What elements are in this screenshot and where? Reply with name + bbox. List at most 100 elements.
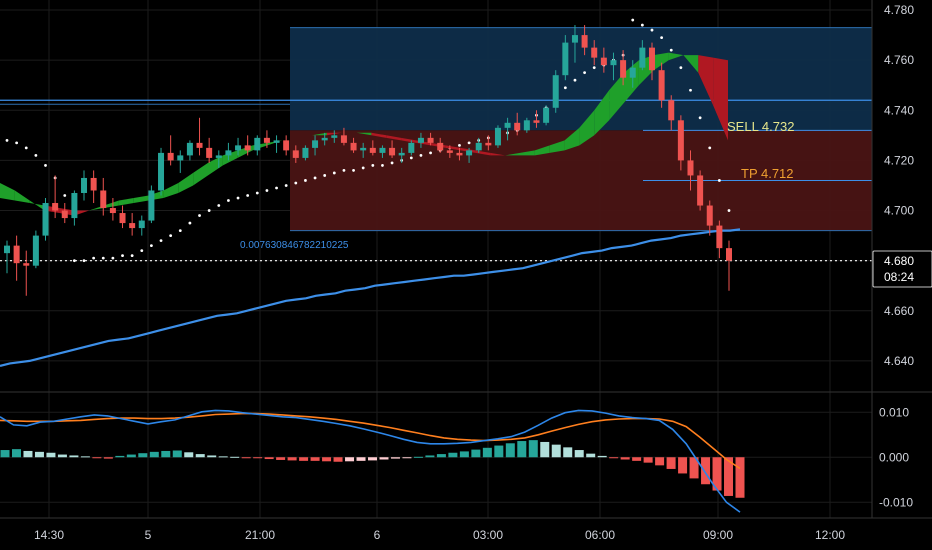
psar-dot <box>727 209 731 212</box>
macd-histogram-bar <box>390 457 400 459</box>
macd-tick-label: -0.010 <box>879 495 913 509</box>
candle-body <box>32 235 39 266</box>
candle-body <box>302 147 309 158</box>
psar-dot <box>679 66 683 70</box>
take-profit-zone <box>290 27 872 131</box>
macd-histogram-bar <box>138 453 148 458</box>
macd-histogram-bar <box>345 457 355 462</box>
macd-histogram-bar <box>218 456 228 458</box>
trade-zones <box>0 27 872 262</box>
psar-dot <box>275 186 278 190</box>
ribbon-segment <box>133 195 149 203</box>
macd-tick-label: 0.000 <box>879 450 909 464</box>
candle-body <box>13 245 20 264</box>
macd-histogram-bar <box>333 457 343 462</box>
psar-dot <box>573 78 577 82</box>
candlestick-series <box>4 25 732 296</box>
candle-body <box>61 210 68 219</box>
macd-histogram-bar <box>413 456 423 458</box>
candle-body <box>81 177 88 193</box>
psar-dot <box>304 179 307 182</box>
ribbon-segment <box>698 55 714 106</box>
macd-histogram-bar <box>92 457 102 459</box>
candle-body <box>196 142 203 148</box>
candle-body <box>52 203 59 211</box>
candle-body <box>658 70 665 101</box>
ribbon-segment <box>520 150 535 156</box>
macd-histogram-bar <box>149 451 159 458</box>
candle-body <box>475 142 482 151</box>
candle-body <box>109 208 116 214</box>
ribbon-segment <box>118 198 134 206</box>
macd-histogram-bar <box>172 450 182 458</box>
ribbon-segment <box>0 183 15 201</box>
psar-dot <box>313 176 317 180</box>
time-tick-label: 12:00 <box>815 528 845 542</box>
candle-body <box>514 122 521 131</box>
psar-dot <box>121 254 124 258</box>
candle-body <box>350 142 357 151</box>
candle-body <box>591 47 598 58</box>
macd-histogram-bar <box>505 443 515 458</box>
candle-body <box>244 145 251 151</box>
time-tick-label: 5 <box>145 528 152 542</box>
macd-panel <box>0 391 932 513</box>
macd-histogram-bar <box>402 457 412 459</box>
candle-body <box>321 137 328 141</box>
psar-dot <box>15 141 19 145</box>
candle-body <box>129 223 136 229</box>
macd-histogram-bar <box>701 457 711 485</box>
psar-dot <box>323 174 327 177</box>
macd-histogram-bar <box>241 457 251 459</box>
psar-dot <box>5 138 9 142</box>
macd-histogram-bar <box>609 457 619 459</box>
psar-dot <box>698 116 702 120</box>
candle-body <box>523 120 530 131</box>
candle-body <box>610 60 617 66</box>
candle-body <box>697 175 704 206</box>
candle-body <box>254 137 261 151</box>
candle-body <box>148 190 155 221</box>
psar-dot <box>284 184 288 187</box>
psar-dot <box>467 141 471 145</box>
moving-average-line <box>0 228 741 367</box>
ribbon-segment <box>208 155 223 176</box>
ribbon-segment <box>653 52 669 71</box>
psar-dot <box>708 146 712 150</box>
psar-dot <box>669 48 673 52</box>
candle-body <box>379 147 386 153</box>
current-price-badge <box>872 250 932 288</box>
macd-histogram-bar <box>436 454 446 458</box>
psar-dot <box>592 66 596 70</box>
macd-histogram-bar <box>80 456 90 458</box>
candle-body <box>494 127 501 146</box>
macd-histogram-bar <box>368 457 377 461</box>
ribbon-segment <box>683 55 699 73</box>
macd-histogram-bar <box>287 457 297 461</box>
macd-histogram-bar <box>540 441 550 458</box>
ribbon-segment <box>74 210 90 216</box>
ribbon-segment <box>534 145 550 156</box>
macd-histogram-bar <box>471 449 481 458</box>
macd-histogram-bar <box>689 457 699 479</box>
psar-dot <box>381 164 384 167</box>
macd-histogram-bar <box>57 454 67 458</box>
psar-dot <box>82 259 86 263</box>
candle-body <box>225 150 232 156</box>
macd-histogram-bar <box>482 447 492 458</box>
candle-body <box>629 67 636 78</box>
candle-body <box>71 192 78 219</box>
macd-histogram-bar <box>712 457 722 491</box>
candle-body <box>600 57 607 66</box>
candle-body <box>648 47 655 71</box>
candle-body <box>119 213 126 224</box>
macd-histogram-bar <box>494 445 504 458</box>
candle-body <box>466 150 473 156</box>
ribbon-segment <box>14 190 30 203</box>
psar-dot <box>332 171 336 175</box>
macd-histogram-bar <box>620 457 630 460</box>
current-price-label: 4.680 <box>884 254 914 268</box>
ribbon-segment <box>490 152 506 156</box>
candle-body <box>292 150 299 158</box>
